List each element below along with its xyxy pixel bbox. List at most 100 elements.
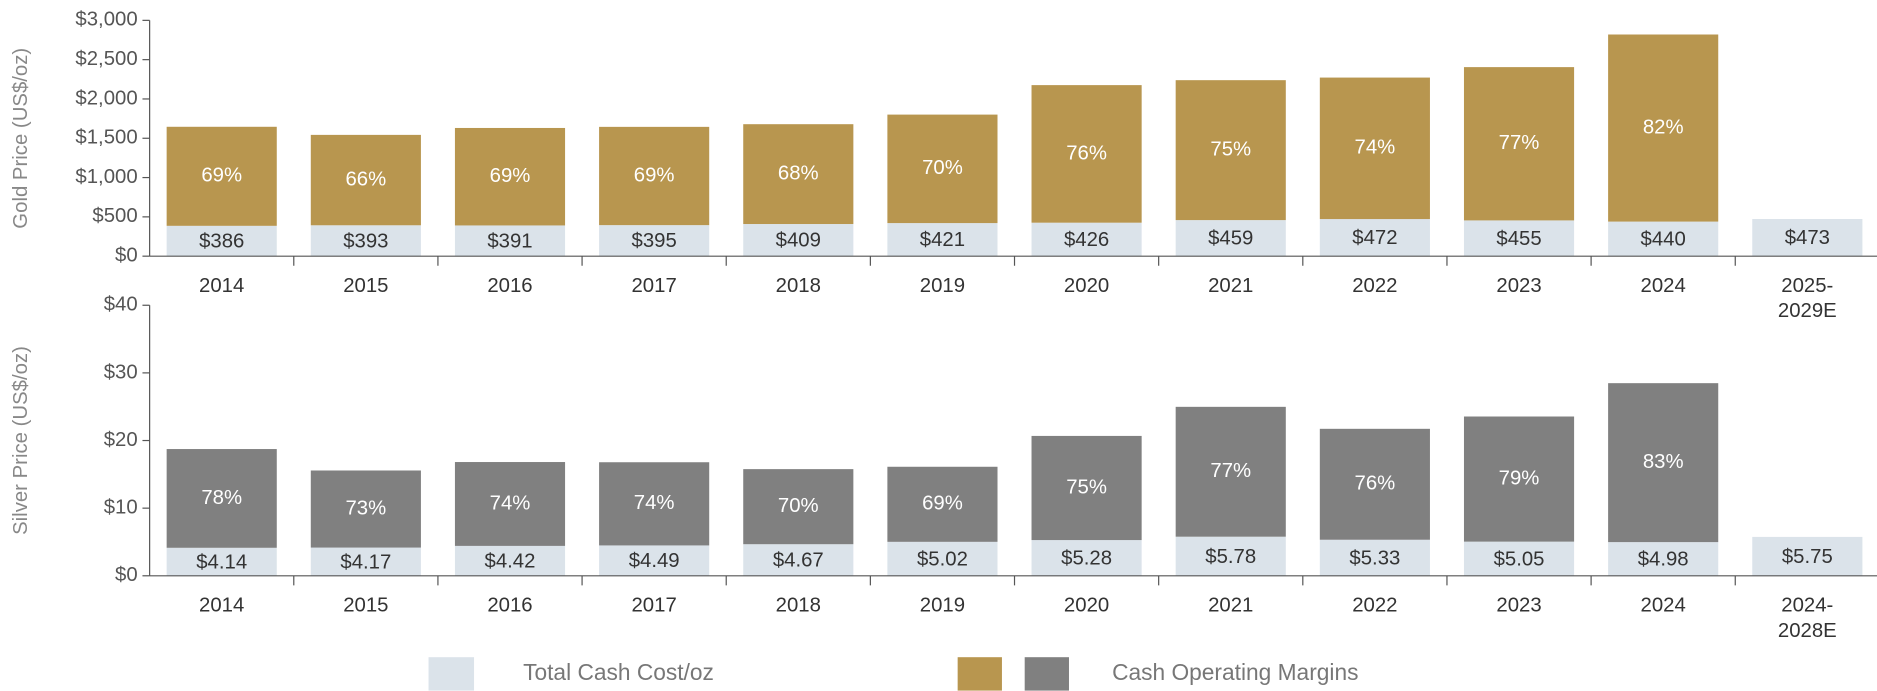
y-tick-label: $20: [104, 429, 138, 451]
cost-label: $455: [1496, 228, 1541, 250]
x-tick-label: 2025- 2029E: [1777, 274, 1837, 323]
x-tick-label: 2024- 2028E: [1777, 593, 1837, 642]
cost-bar: [1031, 540, 1142, 576]
margin-label: 76%: [1066, 142, 1107, 164]
margin-bar: [1463, 416, 1575, 542]
margin-bar: [310, 470, 421, 548]
margin-label: 69%: [490, 165, 531, 187]
cost-bar: [743, 224, 854, 257]
cost-label: $4.98: [1638, 549, 1689, 571]
x-tick-label: 2022: [1352, 593, 1398, 617]
cost-label: $409: [776, 230, 821, 252]
y-tick-label: $2,000: [75, 87, 137, 109]
cost-bar: [1463, 220, 1575, 257]
cost-bar: [1752, 218, 1863, 257]
margin-label: 70%: [778, 495, 819, 517]
margin-label: 66%: [345, 168, 386, 190]
margin-bar: [1319, 428, 1430, 540]
margin-label: 83%: [1643, 451, 1684, 473]
cost-bar: [599, 545, 710, 576]
y-tick-label: $40: [104, 294, 138, 316]
y-tick-label: $1,000: [75, 166, 137, 188]
margin-label: 73%: [345, 497, 386, 519]
margin-bar: [887, 466, 998, 542]
margin-bar: [1608, 34, 1719, 222]
x-tick-label: 2017: [631, 274, 677, 297]
margin-label: 79%: [1499, 467, 1540, 489]
cost-bar: [1175, 536, 1286, 576]
margin-bar: [1031, 435, 1142, 541]
legend-swatch: [428, 657, 475, 691]
cost-bar: [1463, 541, 1575, 576]
x-tick-label: 2024: [1640, 593, 1686, 617]
x-tick-label: 2016: [487, 593, 533, 617]
cost-bar: [1319, 539, 1430, 576]
cost-bar: [1752, 536, 1863, 576]
cost-label: $5.05: [1494, 548, 1545, 570]
x-tick-label: 2018: [775, 274, 821, 297]
cost-label: $421: [920, 229, 965, 251]
margin-label: 70%: [922, 157, 963, 179]
margin-label: 75%: [1066, 476, 1107, 498]
y-axis-title: Silver Price (US$/oz): [10, 346, 32, 535]
legend-label: Total Cash Cost/oz: [523, 659, 714, 685]
x-tick-label: 2019: [919, 593, 966, 617]
margin-bar: [743, 124, 854, 225]
cost-bar: [1031, 222, 1142, 257]
cost-bar: [454, 225, 566, 257]
margin-label: 75%: [1210, 139, 1251, 161]
y-tick-label: $1,500: [75, 127, 137, 149]
x-tick-label: 2024: [1640, 274, 1686, 297]
margin-label: 74%: [490, 492, 531, 514]
margin-label: 76%: [1355, 473, 1396, 495]
y-tick-label: $10: [104, 497, 138, 519]
margin-label: 69%: [922, 493, 963, 515]
x-tick-label: 2020: [1063, 593, 1110, 617]
y-tick-label: $0: [115, 564, 138, 586]
legend-label: Cash Operating Margins: [1112, 659, 1358, 685]
margin-bar: [887, 114, 998, 224]
cost-bar: [166, 225, 277, 257]
margin-label: 77%: [1210, 460, 1251, 482]
cost-label: $4.42: [485, 550, 536, 572]
margin-label: 77%: [1499, 132, 1540, 154]
margin-bar: [1175, 80, 1286, 221]
legend-swatch: [957, 657, 1002, 691]
y-tick-label: $3,000: [75, 9, 137, 31]
x-tick-label: 2014: [199, 593, 245, 617]
margin-bar: [1463, 67, 1575, 221]
cost-bar: [1608, 221, 1719, 257]
cost-label: $5.28: [1061, 548, 1112, 570]
cost-label: $393: [343, 230, 388, 252]
margin-bar: [599, 462, 710, 546]
margin-label: 69%: [634, 164, 675, 186]
cost-bar: [454, 545, 566, 576]
cost-bar: [743, 544, 854, 576]
margin-bar: [454, 127, 566, 226]
legend-swatch: [1024, 657, 1069, 691]
cost-bar: [1319, 219, 1430, 257]
x-tick-label: 2015: [343, 593, 389, 617]
margin-label: 78%: [201, 487, 242, 509]
margin-label: 68%: [778, 162, 819, 184]
margin-bar: [454, 462, 566, 546]
cost-label: $4.49: [629, 550, 680, 572]
x-tick-label: 2022: [1352, 274, 1398, 297]
cost-label: $4.67: [773, 550, 824, 572]
y-tick-label: $30: [104, 361, 138, 383]
margin-label: 82%: [1643, 116, 1684, 138]
x-tick-label: 2023: [1496, 593, 1542, 617]
cost-bar: [310, 547, 421, 576]
cost-label: $440: [1641, 228, 1686, 250]
cost-label: $395: [632, 230, 677, 252]
cost-label: $5.75: [1782, 546, 1833, 568]
cost-label: $426: [1064, 229, 1109, 251]
margin-label: 74%: [634, 492, 675, 514]
y-tick-label: $500: [92, 205, 137, 227]
cost-label: $459: [1208, 228, 1253, 250]
x-tick-label: 2021: [1208, 274, 1254, 297]
margin-bar: [1608, 383, 1719, 543]
cost-label: $5.02: [917, 548, 968, 570]
